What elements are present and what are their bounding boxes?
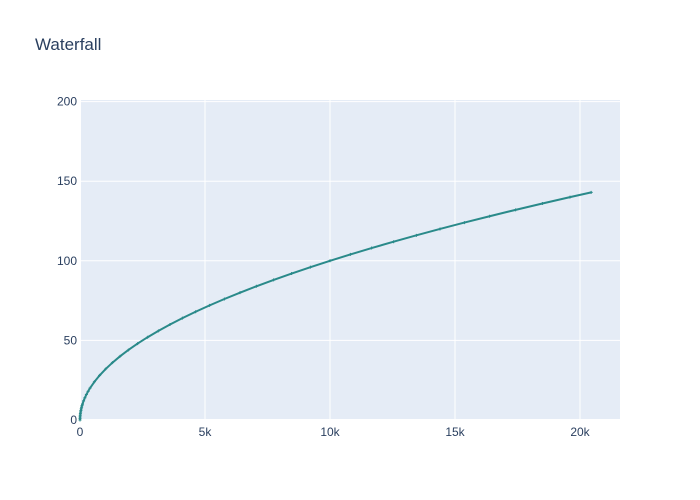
data-point	[82, 399, 86, 403]
y-tick-label: 0	[70, 413, 77, 427]
data-point	[290, 272, 294, 276]
data-point	[568, 195, 572, 199]
data-point	[589, 190, 593, 194]
data-point	[438, 227, 442, 231]
data-point	[168, 322, 172, 326]
chart-title: Waterfall	[35, 35, 101, 54]
y-tick-label: 150	[57, 174, 77, 188]
y-tick-label: 200	[57, 95, 77, 109]
x-tick-label: 5k	[199, 425, 213, 439]
data-point	[254, 284, 258, 288]
data-point	[462, 221, 466, 225]
y-axis-ticks: 0 50 100 150 200	[57, 95, 77, 427]
data-point	[81, 402, 84, 406]
x-tick-label: 15k	[445, 425, 465, 439]
data-point	[328, 259, 332, 263]
data-point	[208, 303, 212, 307]
data-point	[272, 278, 276, 282]
data-point	[514, 208, 518, 212]
x-axis-ticks: 0 5k 10k 15k 20k	[77, 425, 591, 439]
x-tick-label: 10k	[320, 425, 340, 439]
data-point	[308, 265, 312, 269]
data-point	[146, 335, 150, 339]
data-point	[136, 342, 140, 346]
data-point	[414, 233, 418, 237]
x-tick-label: 20k	[570, 425, 590, 439]
data-point	[98, 373, 102, 377]
data-point	[180, 316, 184, 320]
y-tick-label: 100	[57, 254, 77, 268]
gridlines	[79, 100, 620, 421]
data-point	[392, 240, 396, 244]
y-tick-label: 50	[64, 333, 78, 347]
data-point	[540, 201, 544, 205]
data-point	[488, 214, 492, 218]
data-point	[238, 291, 242, 295]
data-point	[92, 380, 96, 384]
data-point	[104, 367, 108, 371]
data-point	[156, 329, 160, 333]
data-point	[88, 386, 92, 390]
data-point	[83, 396, 87, 400]
series-layer	[78, 190, 593, 422]
data-point	[222, 297, 226, 301]
x-tick-label: 0	[77, 425, 84, 439]
data-point	[110, 361, 114, 365]
data-point	[118, 354, 122, 358]
data-point	[348, 252, 352, 256]
data-point	[86, 389, 90, 393]
data-point	[84, 393, 88, 397]
data-point	[194, 310, 198, 314]
data-point	[370, 246, 374, 250]
plot-area	[80, 100, 620, 420]
data-point	[126, 348, 130, 352]
